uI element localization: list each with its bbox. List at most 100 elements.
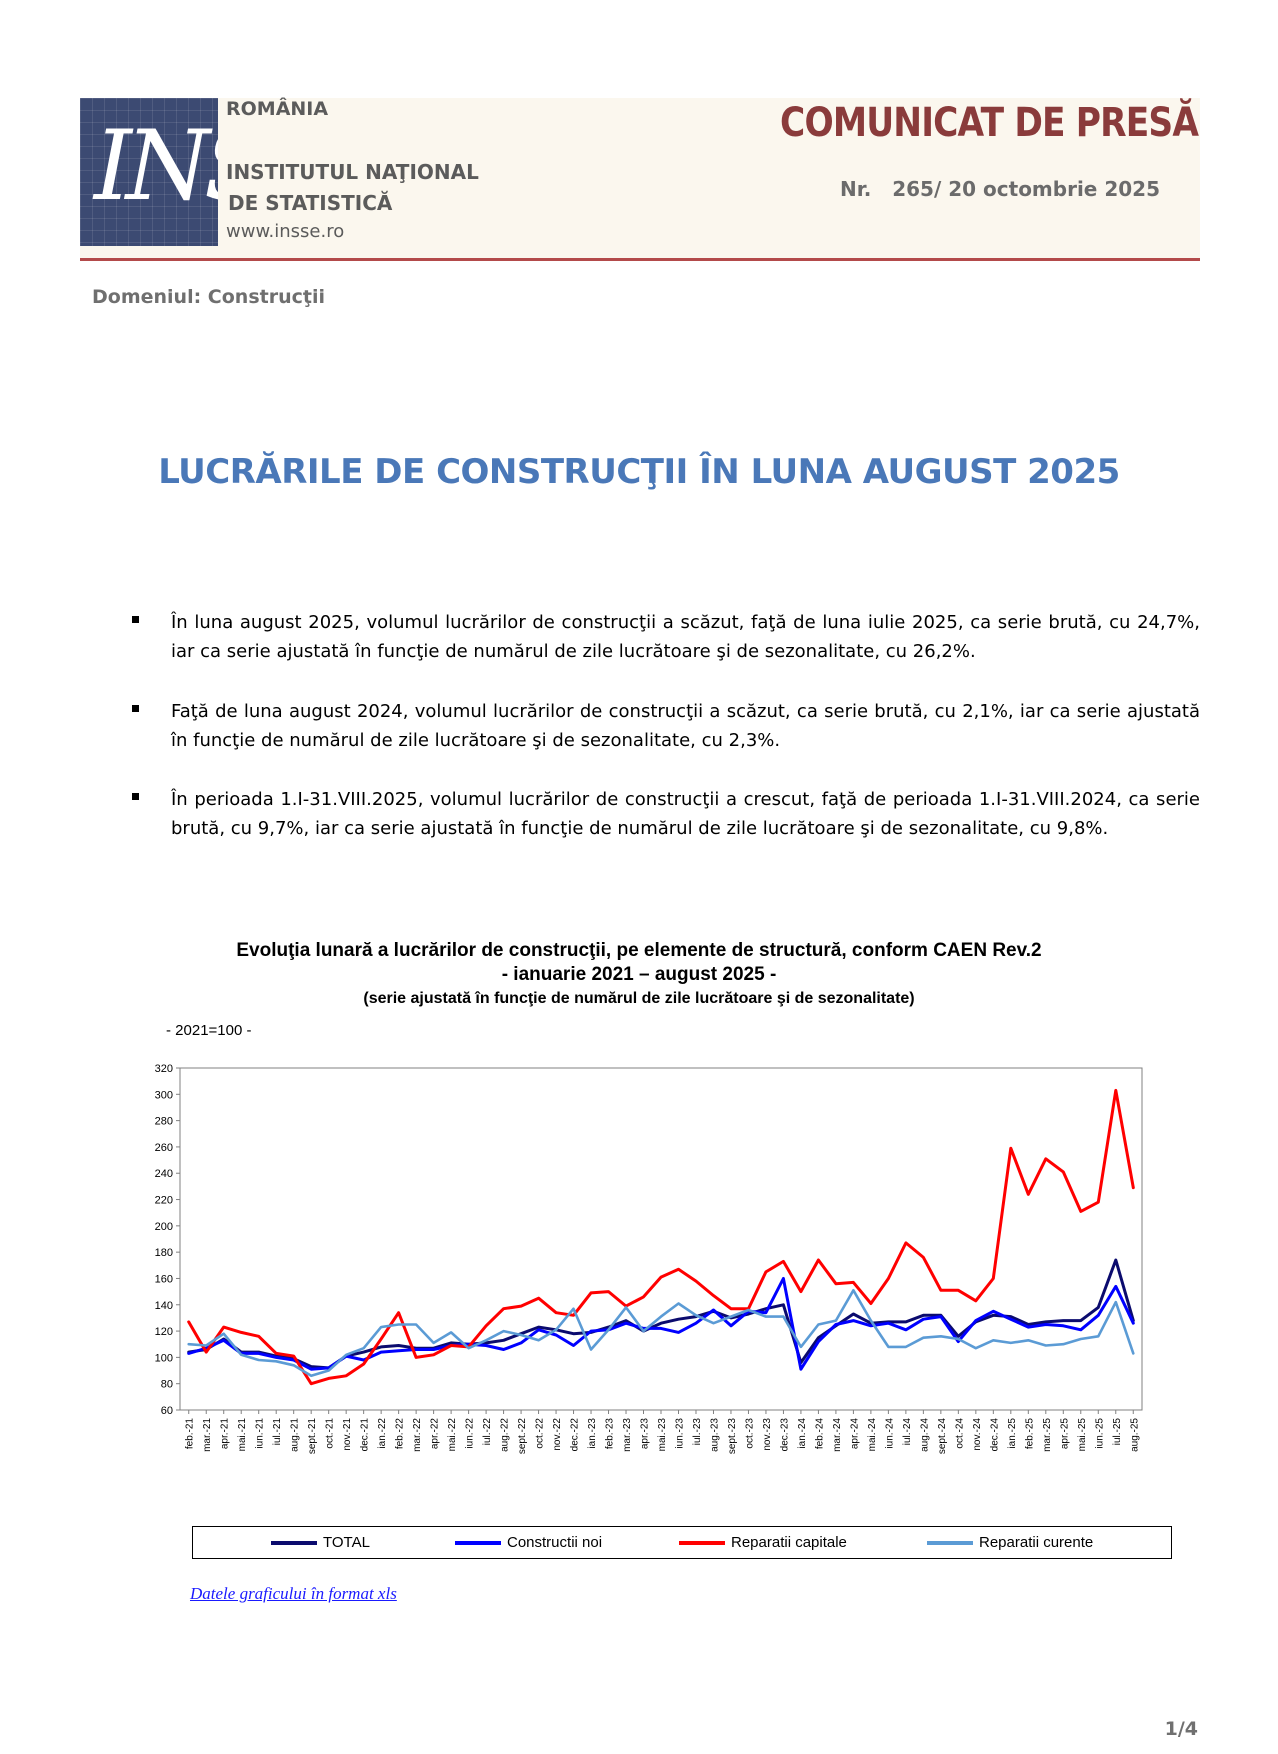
legend-swatch (679, 1540, 725, 1545)
x-tick-label: mar.-21 (202, 1418, 213, 1452)
legend-item: TOTAL (271, 1527, 370, 1558)
x-tick-label: nov.-21 (342, 1418, 353, 1451)
x-tick-label: sept.-23 (727, 1418, 738, 1455)
header-divider (80, 258, 1200, 261)
legend-swatch (927, 1540, 973, 1545)
x-tick-label: feb.-24 (814, 1418, 825, 1450)
bullet-text: Faţă de luna august 2024, volumul lucrăr… (171, 701, 1200, 751)
x-tick-label: iun.-23 (674, 1418, 685, 1449)
x-tick-label: mai.-25 (1077, 1418, 1088, 1452)
plot-area (179, 1067, 1143, 1411)
y-tick-label: 180 (155, 1247, 173, 1259)
x-tick-label: mai.-22 (447, 1418, 458, 1452)
bullet-square-icon (132, 705, 139, 712)
x-tick-label: apr.-24 (849, 1418, 860, 1450)
y-tick-label: 140 (155, 1300, 173, 1312)
legend-item: Constructii noi (455, 1527, 602, 1558)
website-label: www.insse.ro (226, 221, 345, 242)
y-tick-label: 100 (155, 1352, 173, 1364)
legend-item: Reparatii curente (927, 1527, 1093, 1558)
x-tick-label: sept.-24 (937, 1418, 948, 1455)
x-tick-label: dec.-22 (570, 1418, 581, 1452)
y-tick-label: 280 (155, 1116, 173, 1128)
x-tick-label: nov.-23 (762, 1418, 773, 1451)
x-tick-label: iul.-22 (482, 1418, 493, 1446)
x-tick-label: iul.-21 (272, 1418, 283, 1446)
x-tick-label: sept.-22 (517, 1418, 528, 1455)
x-tick-label: aug.-21 (290, 1418, 301, 1452)
x-tick-label: apr.-25 (1059, 1418, 1070, 1450)
logo-text: INS (94, 110, 218, 222)
series-line-reparatii-capitale (187, 1088, 1135, 1386)
x-tick-label: mar.-23 (622, 1418, 633, 1452)
x-tick-label: aug.-23 (709, 1418, 720, 1452)
y-tick-label: 80 (161, 1379, 173, 1391)
x-tick-label: iun.-21 (255, 1418, 266, 1449)
x-tick-label: ian.-25 (1007, 1418, 1018, 1449)
bullet-square-icon (132, 793, 139, 800)
y-tick-label: 220 (155, 1195, 173, 1207)
x-tick-label: iul.-23 (692, 1418, 703, 1446)
x-tick-label: oct.-24 (954, 1418, 965, 1449)
chart-data-xls-link[interactable]: Datele graficului în format xls (190, 1584, 397, 1603)
x-tick-label: mai.-24 (867, 1418, 878, 1452)
x-tick-label: ian.-24 (797, 1418, 808, 1449)
x-tick-label: dec.-23 (779, 1418, 790, 1452)
x-tick-label: feb.-23 (605, 1418, 616, 1450)
y-tick-label: 60 (161, 1405, 173, 1417)
y-tick-label: 320 (155, 1063, 173, 1075)
x-tick-label: iun.-24 (884, 1418, 895, 1449)
bullet-square-icon (132, 616, 139, 623)
legend-label: Reparatii curente (979, 1534, 1094, 1551)
legend-item: Reparatii capitale (679, 1527, 847, 1558)
legend-label: TOTAL (323, 1534, 370, 1551)
press-release-title: COMUNICAT DE PRESĂ (779, 100, 1199, 146)
x-tick-label: aug.-25 (1129, 1418, 1140, 1452)
x-tick-label: iun.-25 (1094, 1418, 1105, 1449)
x-tick-label: apr.-21 (220, 1418, 231, 1450)
x-tick-label: mai.-23 (657, 1418, 668, 1452)
header-band (80, 98, 1200, 258)
x-tick-label: mar.-24 (832, 1418, 843, 1452)
page-number: 1/4 (1164, 1718, 1198, 1740)
chart-note: (serie ajustată în funcţie de numărul de… (363, 990, 915, 1007)
legend-swatch (271, 1540, 317, 1545)
ins-logo: INS (80, 98, 218, 246)
chart-base-note: - 2021=100 - (166, 1022, 252, 1039)
x-tick-label: iul.-24 (902, 1418, 913, 1446)
x-tick-label: ian.-23 (587, 1418, 598, 1449)
y-tick-label: 260 (155, 1142, 173, 1154)
x-tick-label: feb.-21 (185, 1418, 196, 1450)
legend-label: Reparatii capitale (731, 1534, 847, 1551)
y-tick-label: 120 (155, 1326, 173, 1338)
x-tick-label: nov.-22 (552, 1418, 563, 1451)
domain-line: Domeniul: Construcţii (92, 286, 325, 308)
x-tick-label: dec.-24 (989, 1418, 1000, 1452)
series-line-reparatii-curente (187, 1289, 1135, 1378)
legend-swatch (455, 1540, 501, 1545)
x-tick-label: apr.-23 (640, 1418, 651, 1450)
y-tick-label: 300 (155, 1089, 173, 1101)
chart-title: Evoluţia lunară a lucrărilor de construc… (236, 940, 1042, 961)
x-tick-label: mai.-21 (237, 1418, 248, 1452)
legend-label: Constructii noi (507, 1534, 603, 1551)
y-tick-label: 240 (155, 1168, 173, 1180)
bullet-text: În luna august 2025, volumul lucrărilor … (171, 612, 1200, 662)
x-tick-label: mar.-25 (1042, 1418, 1053, 1452)
chart-subtitle: - ianuarie 2021 – august 2025 - (501, 964, 777, 985)
x-tick-label: iun.-22 (465, 1418, 476, 1449)
institute-name-line1: INSTITUTUL NAŢIONAL (226, 160, 479, 184)
x-tick-label: nov.-24 (972, 1418, 983, 1451)
x-tick-label: iul.-25 (1112, 1418, 1123, 1446)
x-tick-label: aug.-24 (919, 1418, 930, 1452)
bullet-text: În perioada 1.I-31.VIII.2025, volumul lu… (171, 789, 1200, 839)
x-tick-label: aug.-22 (500, 1418, 511, 1452)
x-tick-label: feb.-22 (395, 1418, 406, 1450)
x-tick-label: oct.-23 (744, 1418, 755, 1449)
x-tick-label: mar.-22 (412, 1418, 423, 1452)
x-tick-label: ian.-22 (377, 1418, 388, 1449)
y-tick-label: 160 (155, 1273, 173, 1285)
country-label: ROMÂNIA (226, 98, 329, 120)
x-tick-label: sept.-21 (307, 1418, 318, 1455)
press-release-number: Nr. 265/ 20 octombrie 2025 (839, 177, 1160, 201)
